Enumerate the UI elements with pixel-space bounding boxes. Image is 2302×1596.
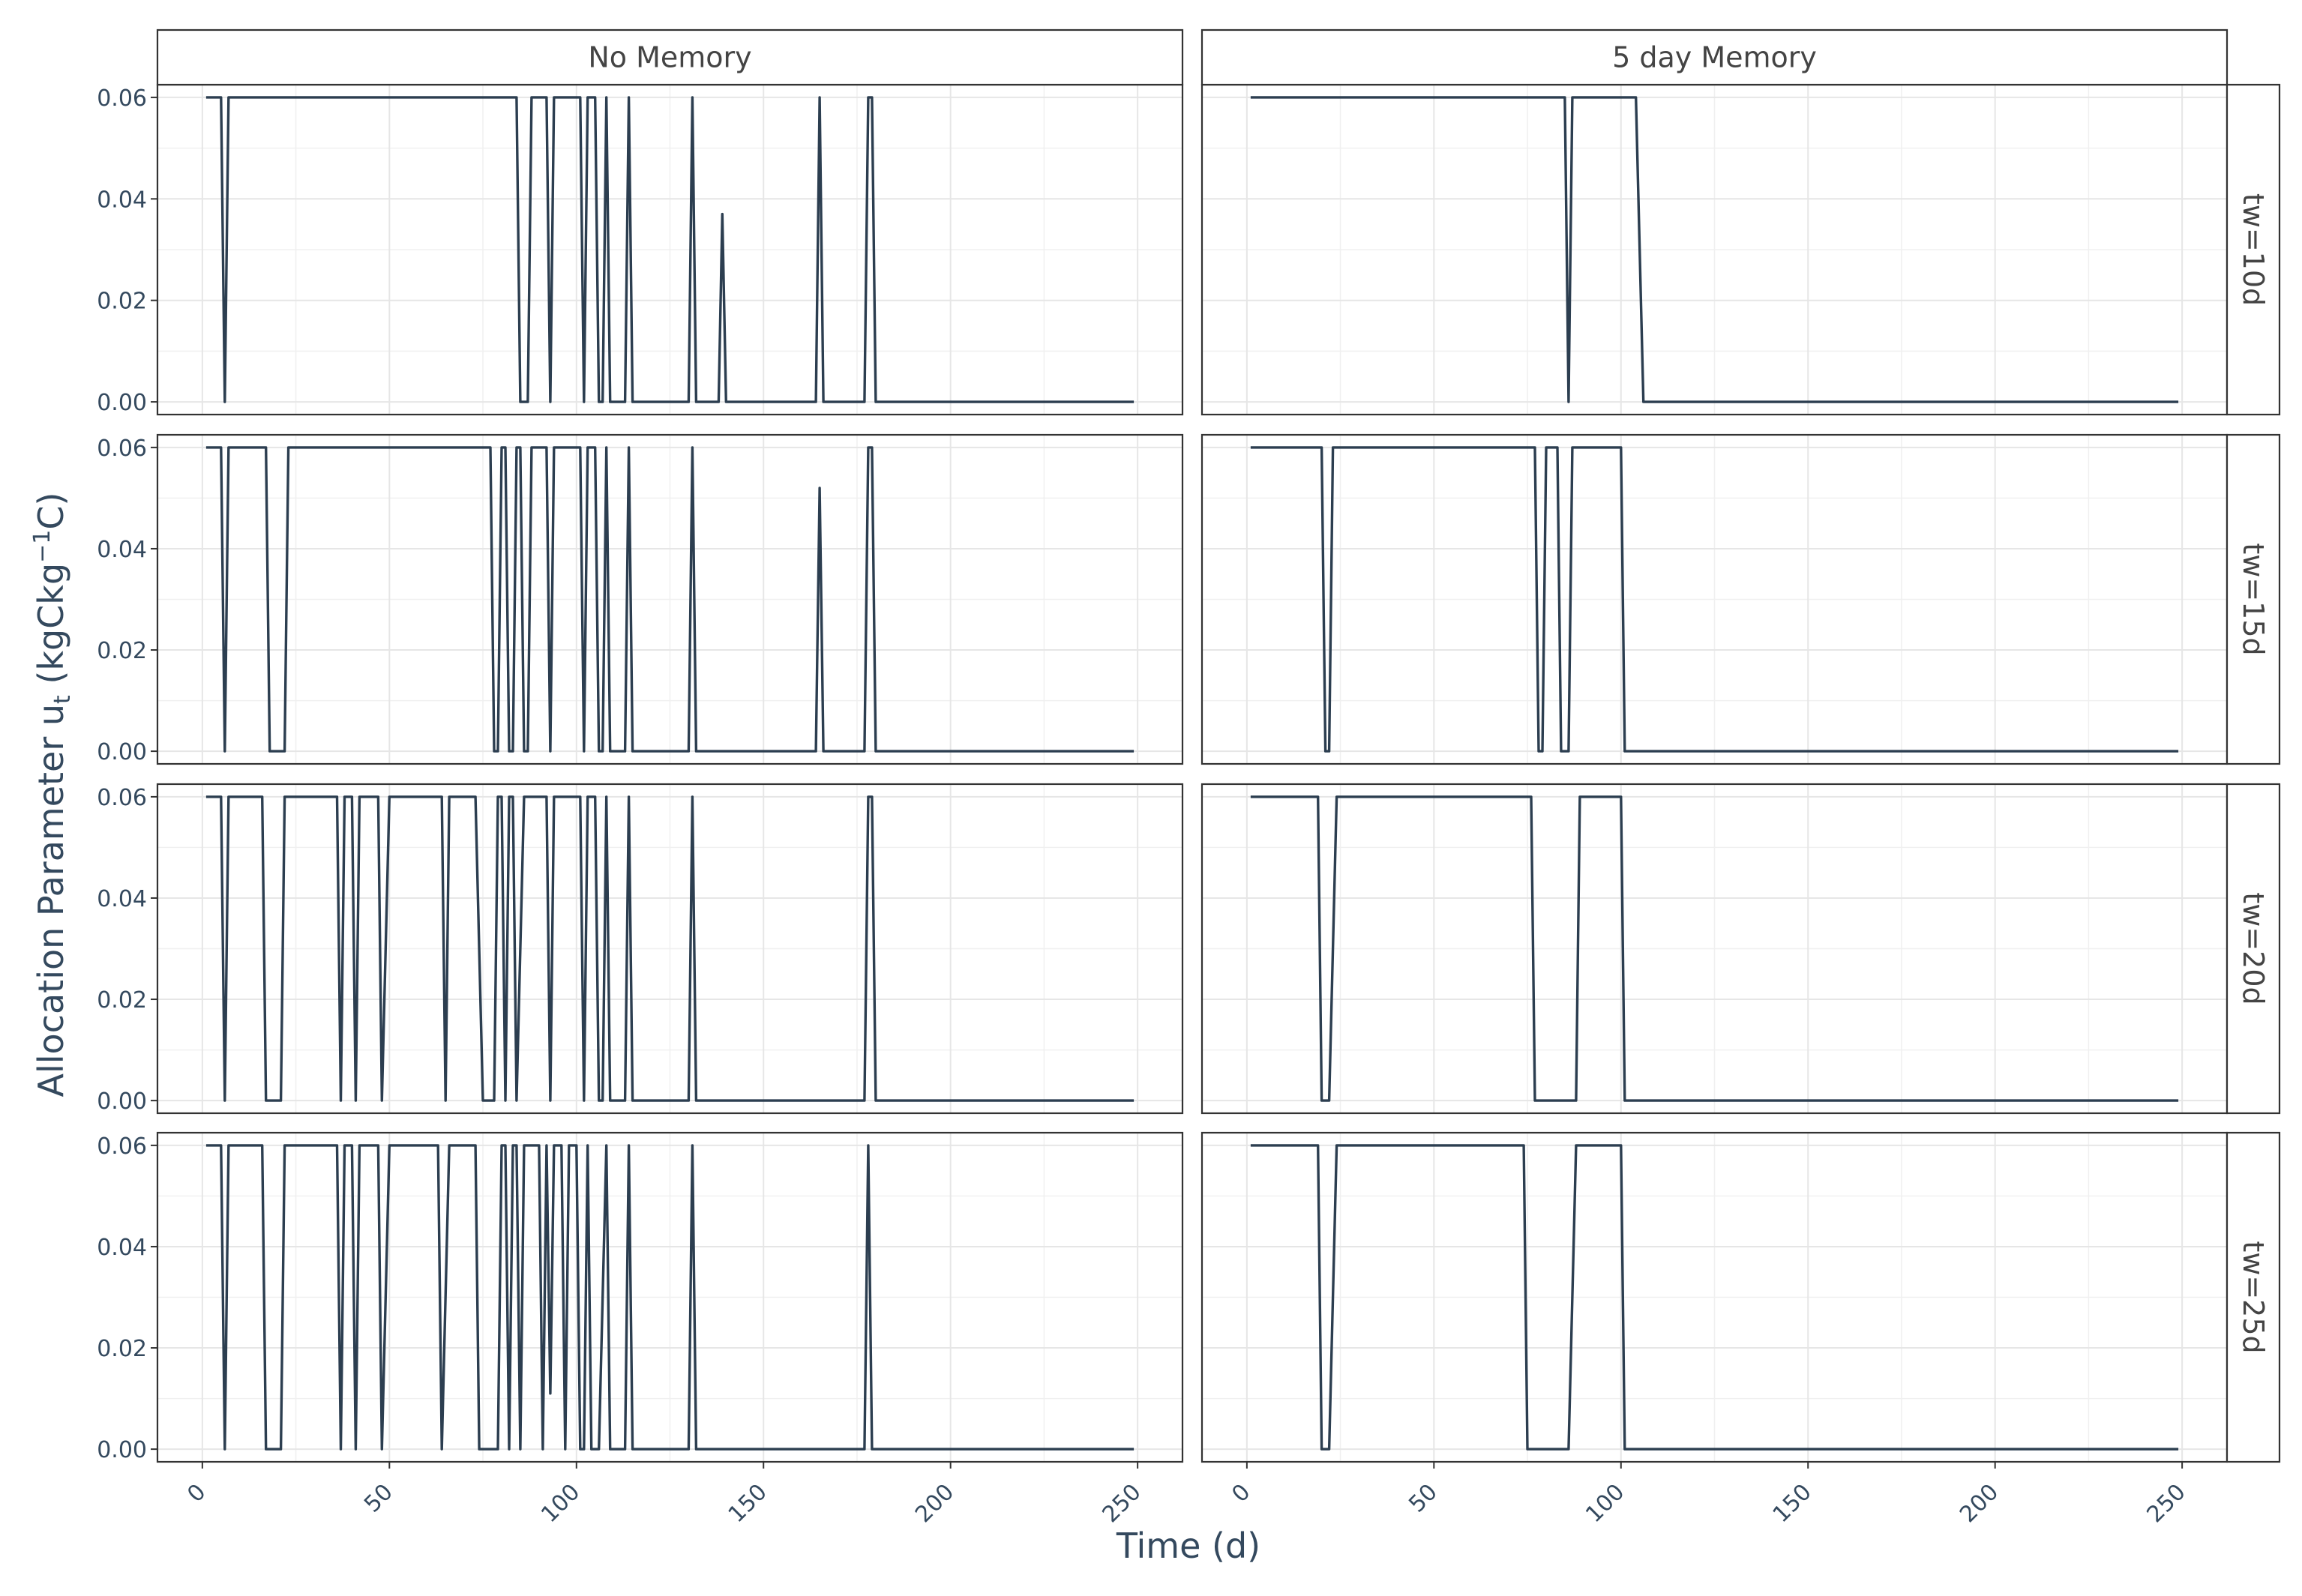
y-axis-label: Allocation Parameter ut (kgCkg−1C) <box>29 493 76 1097</box>
strip-layer: No Memory 5 day Memory tw=10d tw=15d tw=20d t… <box>156 28 2281 1463</box>
x-tick-label: 250 <box>2142 1479 2191 1528</box>
x-tick-label: 150 <box>724 1479 772 1528</box>
panel-border <box>156 783 1184 1115</box>
x-tick-label: 150 <box>1768 1479 1817 1528</box>
y-tick-label: 0.06 <box>97 785 147 811</box>
y-tick-label: 0.02 <box>97 638 147 664</box>
series-line <box>205 1144 1135 1451</box>
y-axis-label-unit: (kgCkg <box>31 563 71 695</box>
y-axis-label-subscript: t <box>49 695 76 704</box>
y-tick-label: 0.06 <box>97 85 147 112</box>
x-tick-label: 0 <box>1227 1479 1255 1508</box>
y-axis-label-main: Allocation Parameter u <box>31 704 71 1097</box>
column-strip <box>156 28 1184 86</box>
row-strip-label: tw=25d <box>2237 1241 2270 1353</box>
x-tick-label: 200 <box>910 1479 959 1528</box>
series-line <box>205 446 1135 753</box>
y-axis-label-superscript: −1 <box>29 530 55 563</box>
row-strip <box>2226 1131 2281 1463</box>
x-tick-label: 250 <box>1098 1479 1147 1528</box>
y-tick-label: 0.04 <box>97 886 147 912</box>
row-strip <box>2226 783 2281 1115</box>
y-tick-label: 0.00 <box>97 1088 147 1115</box>
series-line <box>1250 96 2179 403</box>
x-tick-label: 50 <box>1404 1479 1443 1518</box>
x-tick-label: 200 <box>1955 1479 2004 1528</box>
series-layer <box>205 96 2179 1451</box>
x-tick-label: 100 <box>536 1479 585 1528</box>
row-strip-label: tw=10d <box>2237 193 2270 306</box>
column-strip-label: 5 day Memory <box>1612 41 1817 74</box>
series-line <box>205 96 1135 403</box>
y-tick-label: 0.00 <box>97 390 147 416</box>
x-tick-label: 50 <box>359 1479 398 1518</box>
column-strip <box>1200 28 2229 86</box>
row-strip <box>2226 433 2281 765</box>
y-tick-label: 0.06 <box>97 1133 147 1160</box>
y-tick-label: 0.06 <box>97 436 147 462</box>
frame-layer <box>156 83 2229 1463</box>
y-tick-label: 0.00 <box>97 739 147 765</box>
x-axis-label: Time (d) <box>1116 1526 1260 1566</box>
series-line <box>1250 446 2179 753</box>
row-strip <box>2226 83 2281 416</box>
series-line <box>1250 795 2179 1102</box>
series-line <box>1250 1144 2179 1451</box>
y-axis-label-unit-end: C) <box>31 493 71 530</box>
series-line <box>205 795 1135 1102</box>
y-tick-label: 0.04 <box>97 537 147 563</box>
row-strip-label: tw=15d <box>2237 543 2270 655</box>
column-strip-label: No Memory <box>588 41 751 74</box>
panel-border <box>156 433 1184 765</box>
tick-layer: 0.00 0.02 0.04 0.06 0.00 0.02 0.04 0.06 0.00 0.02… <box>97 85 2191 1528</box>
x-tick-label: 0 <box>182 1479 211 1508</box>
panel-border <box>156 1131 1184 1463</box>
y-tick-label: 0.00 <box>97 1437 147 1463</box>
y-tick-label: 0.04 <box>97 187 147 213</box>
grid-layer <box>157 85 2227 1462</box>
row-strip-label: tw=20d <box>2237 892 2270 1005</box>
y-tick-label: 0.02 <box>97 289 147 315</box>
x-tick-label: 100 <box>1581 1479 1629 1528</box>
y-tick-label: 0.02 <box>97 987 147 1014</box>
y-tick-label: 0.02 <box>97 1336 147 1362</box>
y-tick-label: 0.04 <box>97 1235 147 1261</box>
